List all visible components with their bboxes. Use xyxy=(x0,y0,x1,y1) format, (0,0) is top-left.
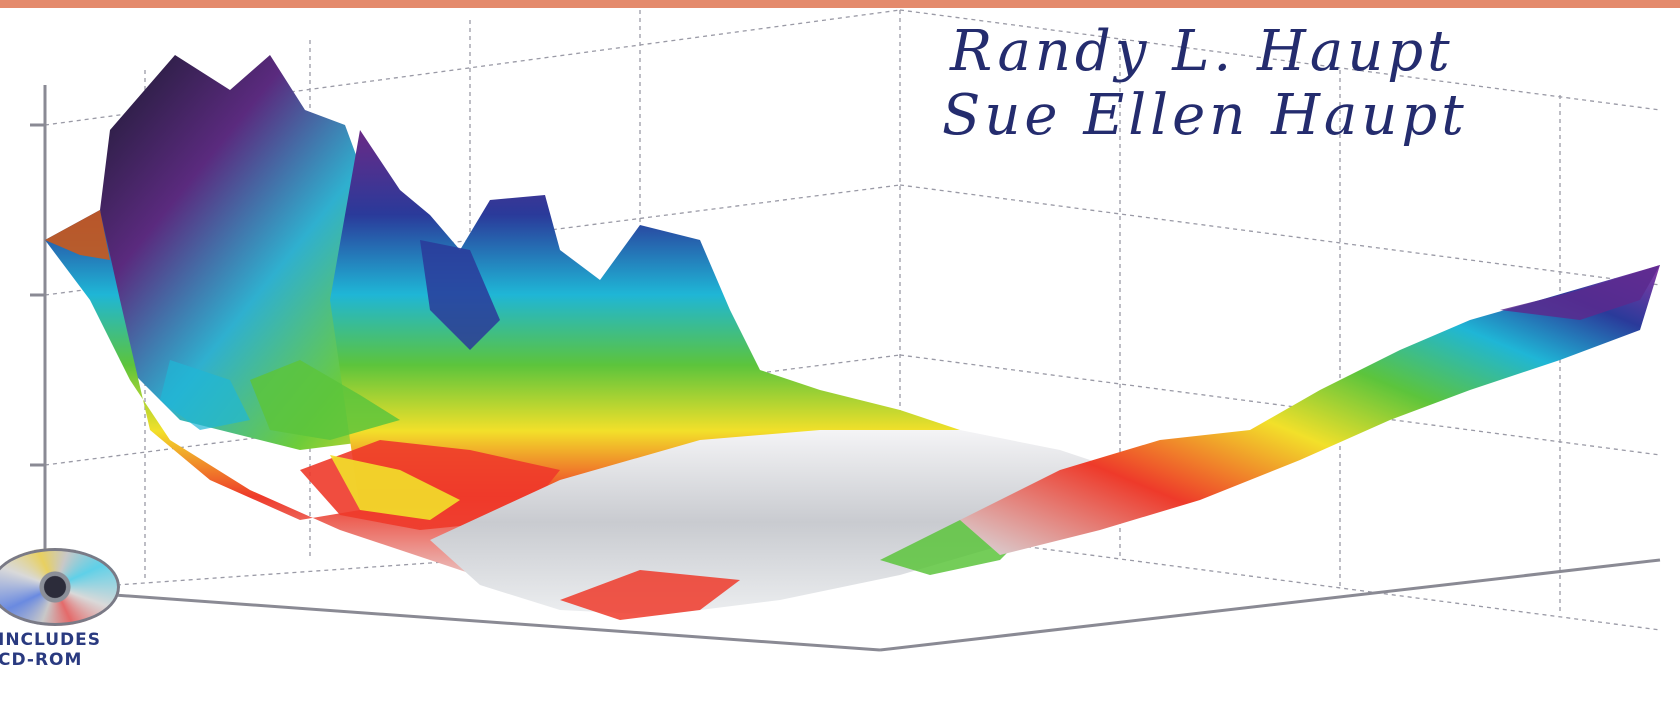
surface-ridge-4 xyxy=(420,240,500,350)
cd-disc-icon xyxy=(0,548,120,626)
surface-valley xyxy=(430,430,1120,615)
surface-edge-left xyxy=(45,210,110,260)
badge-line-2: CD-ROM xyxy=(0,650,83,670)
cd-rom-badge-text: INCLUDES CD-ROM xyxy=(0,630,101,670)
author-name-2: Sue Ellen Haupt xyxy=(942,83,1468,148)
top-border-strip xyxy=(0,0,1680,8)
surface-valley-red xyxy=(560,570,740,620)
surface-right-peak xyxy=(1500,265,1660,320)
surface-ridge-5 xyxy=(160,360,250,430)
author-block: Randy L. Haupt Sue Ellen Haupt xyxy=(942,19,1670,148)
author-name-1: Randy L. Haupt xyxy=(950,19,1454,84)
surface-right xyxy=(960,265,1660,555)
cd-rom-badge: INCLUDES CD-ROM xyxy=(0,540,128,670)
plot-axes xyxy=(30,85,1661,652)
surface-ridge-3 xyxy=(330,455,460,520)
badge-line-1: INCLUDES xyxy=(0,630,102,650)
surface-ridge-1 xyxy=(250,360,400,440)
